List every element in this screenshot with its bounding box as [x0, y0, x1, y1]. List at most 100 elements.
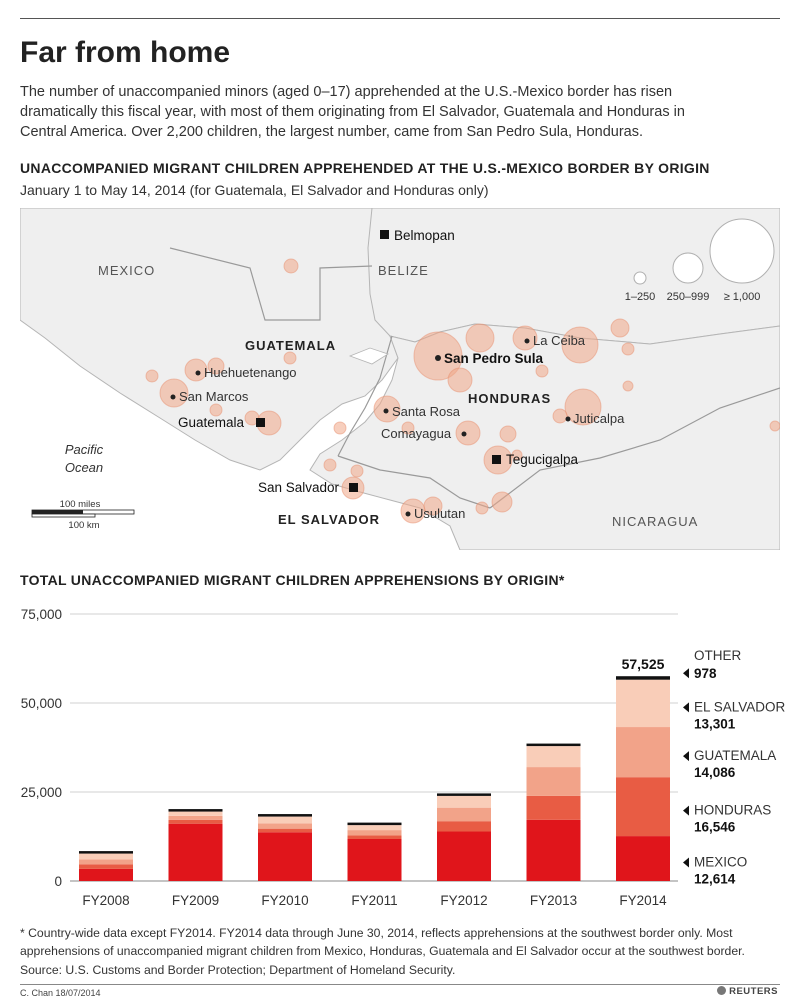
bar-segment-el-salvador [258, 816, 312, 824]
city-dot-santa-rosa [383, 408, 389, 414]
credit: C. Chan 18/07/2014 [20, 988, 101, 998]
y-tick-label: 75,000 [21, 607, 62, 622]
series-name-label: EL SALVADOR [694, 699, 786, 714]
city-dot-usulutan [405, 511, 411, 517]
bar-segment-guatemala [437, 807, 491, 822]
city-dot-comayagua [461, 431, 467, 437]
bar-segment-mexico [437, 831, 491, 881]
capital-marker-guatemala [256, 418, 265, 427]
bar-segment-mexico [79, 868, 133, 881]
footnote: * Country-wide data except FY2014. FY201… [20, 926, 745, 958]
capital-marker-tegucigalpa [492, 455, 501, 464]
legend-circle-medium [672, 252, 704, 284]
capital-label-san-salvador: San Salvador [258, 480, 340, 495]
bar-segment-honduras [437, 821, 491, 832]
series-name-label: GUATEMALA [694, 748, 776, 763]
legend-circle-large [709, 218, 775, 284]
city-label-san-marcos: San Marcos [179, 389, 249, 404]
bar-segment-guatemala [168, 815, 223, 820]
border-honduras-nicaragua [489, 387, 780, 509]
bar-segment-other [168, 809, 223, 812]
origin-map: 1–250 250–999 ≥ 1,000 MEXICO BELIZE NICA… [20, 208, 780, 550]
country-label-honduras: HONDURAS [468, 391, 551, 406]
bar-segment-other [526, 743, 581, 747]
country-label-guatemala: GUATEMALA [245, 338, 336, 353]
city-label-santa-rosa: Santa Rosa [392, 404, 461, 419]
bar-segment-honduras [526, 795, 581, 820]
apprehensions-chart: 0 25,000 50,000 75,000 FY2008 FY2009 FY2010 FY2… [21, 607, 786, 908]
bar-segment-mexico [258, 832, 312, 881]
capital-marker-belmopan [380, 230, 389, 239]
x-tick-label: FY2010 [261, 893, 308, 908]
series-marker [683, 857, 689, 868]
scale-label-miles: 100 miles [60, 499, 101, 510]
country-label-el-salvador: EL SALVADOR [278, 512, 380, 527]
x-tick-label: FY2013 [530, 893, 577, 908]
lake-izabal [348, 347, 389, 365]
series-name-label: HONDURAS [694, 803, 771, 818]
bar-segment-guatemala [616, 727, 670, 778]
total-data-label: 57,525 [622, 656, 665, 672]
bar-segment-el-salvador [616, 679, 670, 728]
bar-segment-other [258, 814, 312, 817]
bar-segment-guatemala [526, 767, 581, 796]
scale-label-km: 100 km [68, 520, 99, 531]
city-label-juticalpa: Juticalpa [573, 411, 625, 426]
country-label-belize: BELIZE [378, 263, 429, 278]
bar-segment-mexico [347, 838, 402, 881]
bar-segment-el-salvador [79, 853, 133, 860]
bar-segment-other [347, 822, 402, 826]
land-honduras-salvador-nicaragua [309, 323, 780, 550]
country-label-nicaragua: NICARAGUA [612, 514, 698, 529]
bar-segment-honduras [347, 835, 402, 839]
bar-segment-honduras [616, 777, 670, 837]
capital-label-tegucigalpa: Tegucigalpa [506, 452, 579, 467]
reuters-logo-icon [717, 986, 727, 995]
map-subheading: January 1 to May 14, 2014 (for Guatemala… [20, 182, 489, 198]
border-mexico-guatemala [169, 247, 373, 321]
bar-segment-mexico [616, 836, 670, 881]
city-dot-san-marcos [170, 394, 176, 400]
series-value-label: 13,301 [694, 716, 736, 731]
series-marker [683, 751, 689, 762]
city-label-huehuetenango: Huehuetenango [204, 365, 297, 380]
map-heading: UNACCOMPANIED MIGRANT CHILDREN APPREHEND… [20, 160, 710, 176]
bar-segment-el-salvador [168, 811, 223, 816]
page-title: Far from home [20, 36, 231, 69]
y-tick-label: 25,000 [21, 785, 62, 800]
x-tick-label: FY2014 [619, 893, 667, 908]
city-label-la-ceiba: La Ceiba [533, 333, 586, 348]
series-value-label: 14,086 [694, 765, 736, 780]
bar-segment-guatemala [258, 823, 312, 829]
series-marker [683, 805, 689, 816]
top-rule [20, 18, 780, 19]
border-guatemala-honduras [337, 335, 393, 457]
bottom-rule [20, 984, 780, 985]
city-label-usulutan: Usulutan [414, 506, 465, 521]
capital-label-guatemala: Guatemala [178, 415, 245, 430]
bar-segment-honduras [168, 819, 223, 824]
city-dot-san-pedro-sula [435, 355, 441, 361]
city-dot-huehuetenango [195, 370, 201, 376]
capital-label-belmopan: Belmopan [394, 228, 455, 243]
bar-segment-other [79, 851, 133, 854]
source-note: Source: U.S. Customs and Border Protecti… [20, 963, 456, 977]
series-value-label: 12,614 [694, 872, 736, 887]
city-label-san-pedro-sula: San Pedro Sula [444, 351, 544, 366]
series-marker [683, 668, 689, 679]
city-dot-la-ceiba [524, 338, 530, 344]
x-tick-label: FY2011 [351, 893, 397, 908]
capital-marker-san-salvador [349, 483, 358, 492]
legend-circle-small [633, 271, 647, 285]
x-tick-label: FY2009 [172, 893, 219, 908]
reuters-logo: REUTERS [717, 986, 778, 997]
bar-segment-mexico [168, 823, 223, 881]
ocean-label-line-2: Ocean [65, 460, 103, 475]
bar-segment-mexico [526, 819, 581, 881]
country-label-mexico: MEXICO [98, 263, 155, 278]
series-value-label: 978 [694, 666, 717, 681]
legend-label-medium: 250–999 [667, 291, 710, 303]
ocean-label-line-1: Pacific [65, 442, 104, 457]
bar-segment-honduras [79, 864, 133, 869]
x-tick-label: FY2008 [82, 893, 129, 908]
